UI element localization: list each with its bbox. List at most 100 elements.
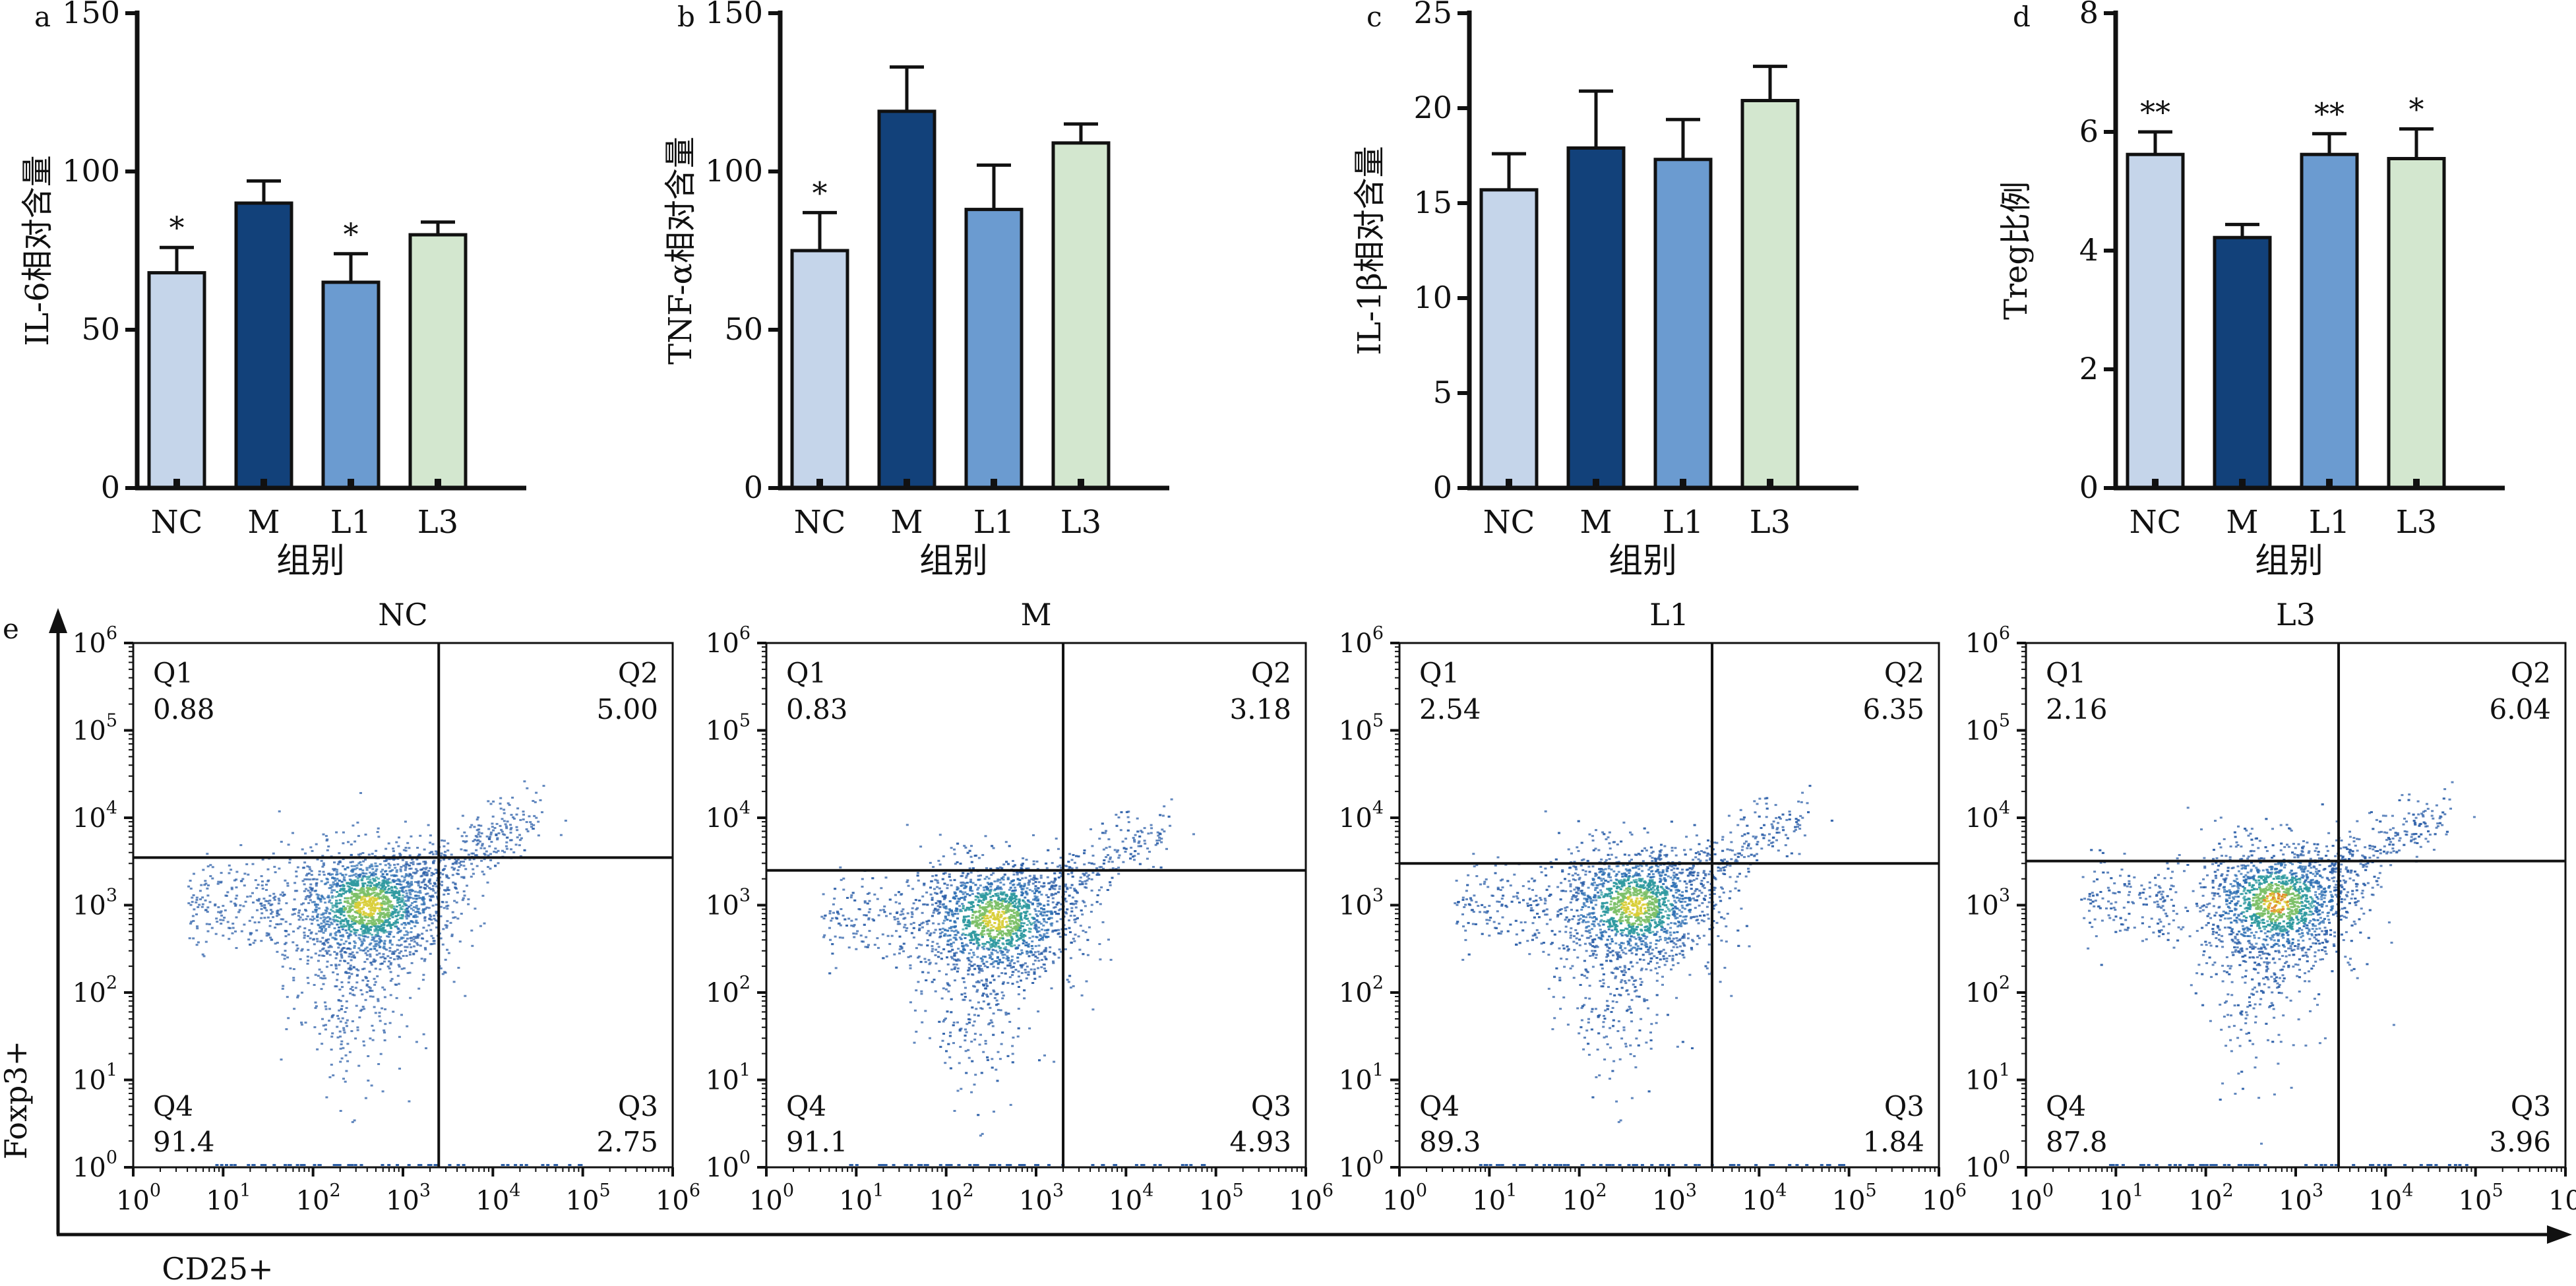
- event-dot: [284, 1164, 287, 1166]
- event-dot: [345, 972, 348, 974]
- event-dot: [373, 948, 377, 950]
- event-dot: [857, 908, 861, 910]
- event-dot: [495, 833, 498, 836]
- event-dot: [286, 884, 290, 887]
- event-dot: [405, 861, 408, 863]
- event-dot: [510, 848, 512, 851]
- event-dot: [291, 832, 294, 834]
- event-dot: [990, 899, 993, 902]
- event-dot: [340, 1040, 344, 1043]
- y-axis-label: IL-1β相对含量: [1351, 146, 1388, 355]
- event-dot: [462, 890, 466, 893]
- event-dot: [223, 917, 226, 919]
- event-dot: [399, 906, 402, 909]
- event-dot: [1014, 902, 1018, 905]
- event-dot: [934, 954, 937, 956]
- event-dot: [1025, 859, 1028, 861]
- event-dot: [992, 961, 995, 964]
- event-dot: [350, 1164, 354, 1166]
- event-dot: [898, 902, 901, 905]
- event-dot: [516, 836, 519, 839]
- event-dot: [415, 858, 419, 861]
- event-dot: [369, 948, 372, 950]
- event-dot: [1060, 950, 1062, 953]
- event-dot: [969, 939, 971, 942]
- event-dot: [1115, 851, 1119, 853]
- event-dot: [376, 933, 379, 935]
- y-tick-label: 102: [73, 973, 117, 1008]
- event-dot: [1140, 830, 1143, 832]
- event-dot: [379, 968, 382, 971]
- event-dot: [436, 879, 439, 882]
- event-dot: [967, 952, 971, 955]
- event-dot: [958, 936, 962, 939]
- event-dot: [445, 876, 448, 878]
- event-dot: [367, 1055, 370, 1057]
- event-dot: [301, 913, 304, 916]
- y-axis-label: TNF-α相对含量: [662, 137, 699, 365]
- event-dot: [424, 868, 427, 871]
- event-dot: [322, 955, 326, 957]
- event-dot: [1017, 993, 1020, 996]
- event-dot: [353, 922, 356, 925]
- event-dot: [978, 1043, 981, 1046]
- event-dot: [408, 847, 411, 849]
- event-dot: [348, 878, 352, 881]
- event-dot: [488, 845, 491, 847]
- event-dot: [470, 852, 474, 855]
- event-dot: [334, 902, 338, 904]
- event-dot: [235, 947, 238, 949]
- event-dot: [198, 903, 201, 906]
- event-dot: [489, 867, 492, 870]
- event-dot: [1051, 887, 1055, 890]
- event-dot: [378, 952, 381, 955]
- event-dot: [987, 905, 990, 908]
- event-dot: [368, 915, 371, 917]
- event-dot: [460, 861, 462, 863]
- event-dot: [942, 1020, 945, 1023]
- event-dot: [350, 956, 353, 958]
- event-dot: [251, 916, 254, 919]
- event-dot: [415, 950, 418, 952]
- event-dot: [404, 908, 407, 911]
- event-dot: [394, 909, 398, 911]
- event-dot: [328, 1020, 330, 1022]
- event-dot: [378, 929, 381, 931]
- event-dot: [388, 967, 391, 969]
- event-dot: [189, 879, 192, 882]
- event-dot: [326, 907, 329, 910]
- event-dot: [353, 931, 356, 934]
- event-dot: [856, 930, 859, 933]
- event-dot: [1019, 927, 1022, 929]
- event-dot: [322, 912, 325, 915]
- event-dot: [248, 919, 251, 922]
- event-dot: [361, 869, 365, 872]
- event-dot: [913, 1041, 916, 1044]
- event-dot: [309, 918, 312, 921]
- event-dot: [373, 897, 377, 900]
- event-dot: [419, 1164, 423, 1166]
- event-dot: [358, 916, 361, 918]
- event-dot: [362, 885, 365, 888]
- event-dot: [388, 946, 392, 949]
- event-dot: [311, 919, 314, 921]
- event-dot: [1039, 874, 1043, 877]
- event-dot: [338, 1030, 342, 1033]
- event-dot: [361, 1006, 365, 1008]
- event-dot: [308, 866, 311, 869]
- event-dot: [927, 971, 930, 974]
- event-dot: [462, 861, 465, 863]
- event-dot: [310, 870, 313, 873]
- event-dot: [416, 934, 419, 937]
- event-dot: [363, 961, 367, 964]
- event-dot: [942, 922, 945, 925]
- event-dot: [260, 1164, 264, 1166]
- event-dot: [361, 968, 364, 971]
- event-dot: [932, 866, 935, 869]
- event-dot: [204, 909, 207, 911]
- event-dot: [363, 898, 366, 900]
- event-dot: [389, 881, 392, 884]
- event-dot: [354, 873, 357, 875]
- event-dot: [539, 799, 542, 801]
